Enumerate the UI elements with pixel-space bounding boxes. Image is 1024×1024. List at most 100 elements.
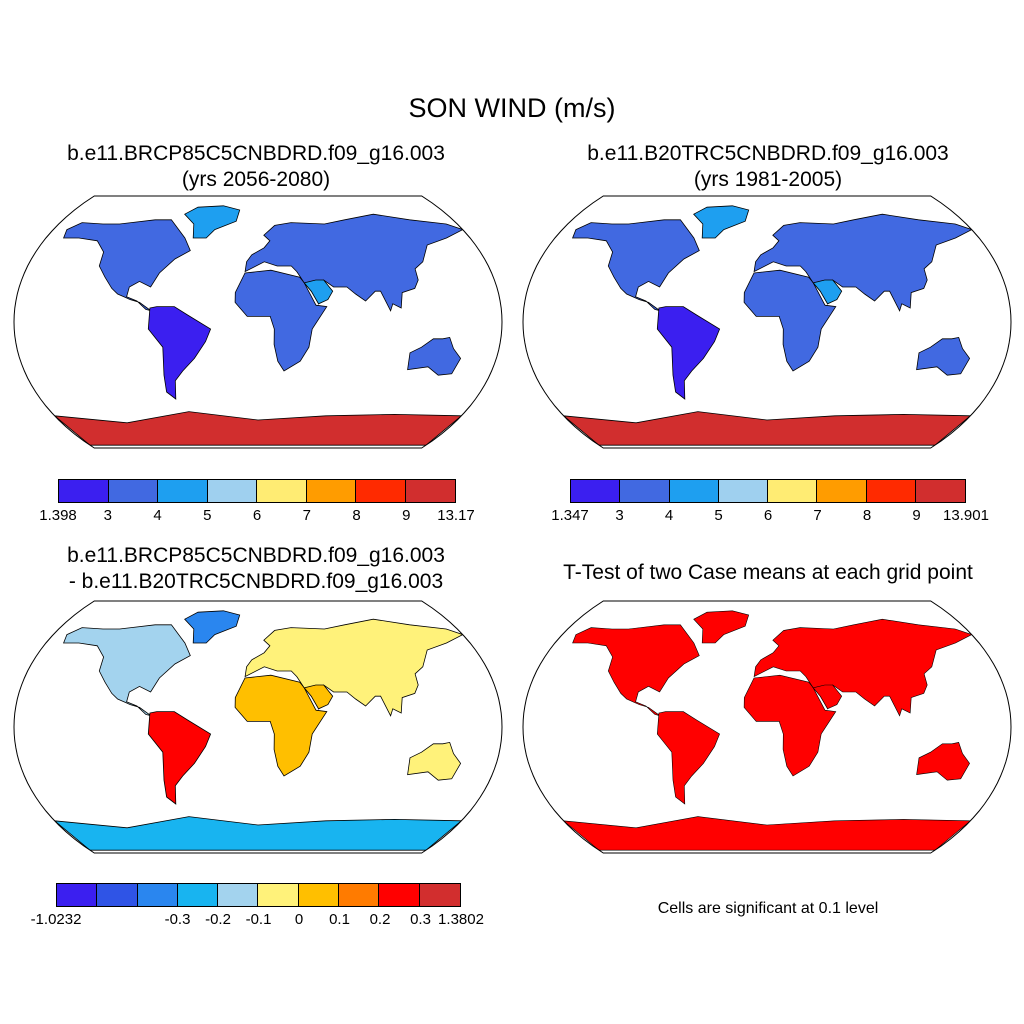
colorbar-wind-difference-swatch (57, 884, 98, 906)
colorbar-historical-wind-swatch (718, 480, 768, 502)
panel-1-title: b.e11.BRCP85C5CNBDRD.f09_g16.003 (yrs 20… (0, 141, 512, 193)
colorbar-historical-wind-tick-label: 6 (763, 507, 773, 524)
colorbar-historical-wind (570, 479, 966, 503)
colorbar-future-wind-swatch (207, 480, 257, 502)
map-future-antarctica (53, 411, 463, 446)
map-panel-historical-wind (522, 195, 1012, 449)
significance-note: Cells are significant at 0.1 level (657, 900, 879, 917)
colorbar-wind-difference-swatch (379, 884, 420, 906)
colorbar-future-wind-tick-label: 13.17 (437, 507, 475, 524)
map-future-north-america (63, 219, 191, 312)
colorbar-future-wind-tick-label: 9 (402, 507, 411, 524)
colorbar-historical-wind-swatch (817, 480, 867, 502)
colorbar-wind-difference-labels: -1.0232 -0.3 -0.2 -0.1 0 0.1 0.2 0.3 1.3802 (31, 911, 484, 931)
colorbar-future-wind-swatch (158, 480, 208, 502)
map-difference-frame (13, 600, 503, 854)
map-significance-africa (743, 674, 837, 777)
colorbar-future-wind-tick-label: 5 (203, 507, 212, 524)
colorbar-wind-difference-tick-label: 0 (294, 911, 304, 928)
map-historical-north-america (572, 219, 700, 312)
map-significance-frame (522, 600, 1012, 854)
map-significance-greenland (693, 610, 750, 644)
panel-4-title-line1: T-Test of two Case means at each grid po… (563, 561, 973, 584)
colorbar-future-wind-swatch (405, 480, 455, 502)
panel-2-title-line1: b.e11.B20TRC5CNBDRD.f09_g16.003 (587, 142, 949, 165)
map-difference-antarctica (53, 816, 463, 851)
colorbar-historical-wind-swatch (620, 480, 670, 502)
colorbar-wind-difference-tick-label: -0.1 (245, 911, 272, 928)
colorbar-wind-difference-swatch (177, 884, 219, 906)
colorbar-wind-difference-tick-label: 0.2 (369, 911, 391, 928)
colorbar-wind-difference-tick-label: 0.3 (410, 911, 431, 928)
map-significance-north-america (572, 624, 700, 717)
map-future-south-america (147, 306, 212, 400)
colorbar-wind-difference-swatch (97, 884, 138, 906)
colorbar-future-wind (58, 479, 456, 503)
colorbar-future-wind-swatch (59, 480, 109, 502)
colorbar-historical-wind-swatch (915, 480, 965, 502)
colorbar-wind-difference-tick-label: -0.2 (205, 911, 231, 928)
colorbar-wind-difference-swatch (218, 884, 259, 906)
colorbar-wind-difference-tick-label: -0.3 (164, 911, 191, 928)
figure-title: SON WIND (m/s) (408, 93, 616, 123)
colorbar-wind-difference-swatch (419, 884, 460, 906)
colorbar-future-wind-tick-label: 1.398 (39, 507, 77, 524)
colorbar-historical-wind-tick-label: 7 (813, 507, 822, 524)
colorbar-historical-wind-tick-label: 9 (912, 507, 921, 524)
map-panel-wind-difference (13, 600, 503, 854)
panel-1-title-line1: b.e11.BRCP85C5CNBDRD.f09_g16.003 (67, 142, 445, 165)
map-historical-africa (743, 269, 837, 372)
panel-2-title: b.e11.B20TRC5CNBDRD.f09_g16.003 (yrs 198… (512, 141, 1024, 193)
colorbar-wind-difference-tick-label: -1.0232 (30, 911, 82, 928)
colorbar-future-wind-tick-label: 6 (252, 507, 262, 524)
colorbar-wind-difference-swatch (137, 884, 178, 906)
colorbar-future-wind-tick-label: 8 (352, 507, 361, 524)
colorbar-wind-difference (56, 883, 461, 907)
panel-4-title: T-Test of two Case means at each grid po… (512, 560, 1024, 586)
map-significance-australia (916, 742, 970, 781)
colorbar-future-wind-swatch (306, 480, 356, 502)
colorbar-historical-wind-tick-label: 13.901 (943, 507, 989, 524)
map-future-arabia (303, 279, 334, 305)
colorbar-future-wind-swatch (257, 480, 307, 502)
map-difference-north-america (63, 624, 191, 717)
map-difference-africa (234, 674, 328, 777)
panel-3-title-line2: - b.e11.B20TRC5CNBDRD.f09_g16.003 (68, 570, 444, 593)
colorbar-future-wind-tick-label: 4 (153, 507, 162, 524)
panel-3-title-line1: b.e11.BRCP85C5CNBDRD.f09_g16.003 (67, 544, 445, 567)
map-future-frame (13, 195, 503, 449)
map-future-greenland (184, 205, 241, 239)
map-difference-south-america (147, 711, 212, 805)
map-historical-greenland (693, 205, 750, 239)
colorbar-wind-difference-swatch (298, 884, 340, 906)
colorbar-historical-wind-tick-label: 3 (615, 507, 624, 524)
colorbar-wind-difference-tick-label: 1.3802 (438, 911, 484, 928)
map-historical-australia (916, 336, 971, 376)
colorbar-future-wind-swatch (356, 480, 406, 502)
colorbar-future-wind-swatch (108, 480, 158, 502)
colorbar-future-wind-labels: 1.398 3 4 5 6 7 8 9 13.17 (39, 507, 475, 527)
map-historical-frame (522, 195, 1012, 449)
colorbar-historical-wind-swatch (571, 480, 621, 502)
colorbar-historical-wind-swatch (669, 480, 719, 502)
colorbar-historical-wind-swatch (866, 480, 916, 502)
map-historical-south-america (656, 306, 721, 400)
panel-2-title-line2: (yrs 1981-2005) (693, 168, 843, 191)
panel-3-title: b.e11.BRCP85C5CNBDRD.f09_g16.003 - b.e11… (0, 543, 512, 595)
colorbar-historical-wind-tick-label: 1.347 (551, 507, 589, 524)
colorbar-historical-wind-labels: 1.347 3 4 5 6 7 8 9 13.901 (551, 507, 989, 527)
map-historical-antarctica (562, 411, 972, 446)
map-difference-greenland (184, 610, 241, 644)
map-historical-arabia (812, 279, 843, 305)
colorbar-historical-wind-swatch (768, 480, 818, 502)
colorbar-historical-wind-tick-label: 8 (862, 507, 872, 524)
map-future-africa (234, 269, 328, 372)
colorbar-historical-wind-tick-label: 5 (714, 507, 723, 524)
map-significance-south-america (656, 711, 720, 805)
map-future-australia (407, 336, 462, 376)
colorbar-wind-difference-swatch (339, 884, 380, 906)
map-difference-australia (407, 741, 462, 781)
map-significance-antarctica (562, 816, 972, 851)
colorbar-wind-difference-tick-label: 0.1 (329, 911, 350, 928)
colorbar-future-wind-tick-label: 7 (302, 507, 311, 524)
